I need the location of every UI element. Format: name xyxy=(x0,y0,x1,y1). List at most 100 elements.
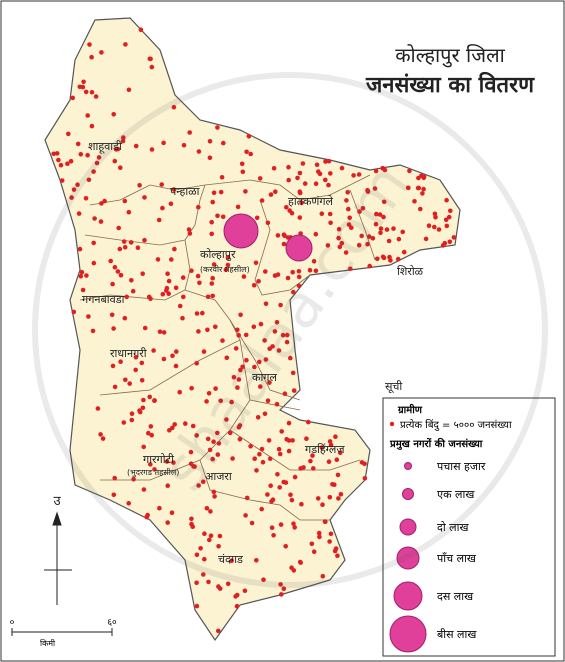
rural-dot xyxy=(258,384,263,389)
rural-dot xyxy=(121,135,126,140)
rural-dot xyxy=(298,560,304,565)
rural-dot xyxy=(267,380,272,385)
rural-dot xyxy=(378,230,383,236)
rural-dot xyxy=(339,240,345,246)
rural-dot xyxy=(281,586,287,591)
taluka-label: शिरोळ xyxy=(397,265,424,278)
rural-dot xyxy=(237,436,243,442)
taluka-label: शाहूवाडी xyxy=(88,140,122,154)
rural-dot xyxy=(165,271,170,277)
rural-dot xyxy=(362,476,368,481)
rural-dot xyxy=(112,384,118,390)
rural-dot xyxy=(327,494,333,500)
rural-dot xyxy=(216,628,221,634)
rural-dot xyxy=(78,152,84,157)
rural-dot xyxy=(133,355,139,360)
rural-dot xyxy=(66,131,71,137)
rural-dot xyxy=(149,147,155,152)
map-subtitle: जनसंख्या का वितरण xyxy=(365,71,535,98)
rural-dot xyxy=(359,233,365,239)
rural-dot xyxy=(129,411,135,417)
rural-dot xyxy=(291,289,296,295)
rural-dot xyxy=(356,242,362,248)
rural-dot xyxy=(118,272,124,278)
rural-dot xyxy=(186,227,192,232)
rural-dot xyxy=(133,143,139,149)
rural-dot xyxy=(249,520,255,526)
legend-rural: ग्रामीण xyxy=(397,403,423,416)
rural-dot xyxy=(127,381,132,386)
taluka-label: गगनबावडा xyxy=(82,293,125,306)
rural-dot xyxy=(196,204,201,210)
rural-dot xyxy=(168,201,174,207)
rural-dot xyxy=(77,84,83,90)
rural-dot xyxy=(272,329,278,334)
rural-dot xyxy=(116,225,121,231)
taluka-label: गडहिंग्लज xyxy=(305,443,345,456)
rural-dot xyxy=(299,200,304,206)
legend-bubble xyxy=(396,546,420,570)
rural-dot xyxy=(155,257,161,262)
rural-dot xyxy=(259,198,265,203)
rural-dot xyxy=(213,324,218,330)
rural-dot xyxy=(196,329,201,334)
legend-urban: प्रमुख नगरों की जनसंख्या xyxy=(389,437,483,450)
rural-dot xyxy=(210,293,215,299)
rural-dot xyxy=(111,492,117,498)
rural-dot xyxy=(290,269,296,275)
rural-dot xyxy=(257,176,263,181)
rural-dot xyxy=(85,113,90,118)
rural-dot xyxy=(206,579,211,585)
rural-dot xyxy=(380,165,385,171)
rural-dot xyxy=(271,166,277,171)
rural-dot xyxy=(451,235,457,240)
rural-dot xyxy=(188,449,194,455)
rural-dot xyxy=(218,398,223,404)
rural-dot xyxy=(406,185,411,191)
rural-dot xyxy=(112,158,118,164)
rural-dot xyxy=(81,79,86,85)
rural-dot xyxy=(396,236,402,242)
scale-label: ० xyxy=(10,618,15,628)
rural-dot xyxy=(447,239,453,245)
rural-dot xyxy=(194,433,199,438)
rural-dot xyxy=(262,338,267,343)
rural-dot xyxy=(242,588,248,594)
rural-dot xyxy=(187,231,193,236)
rural-dot xyxy=(118,359,123,365)
rural-dot xyxy=(195,273,201,279)
rural-dot xyxy=(202,531,207,536)
rural-dot xyxy=(224,355,230,361)
rural-dot xyxy=(311,259,317,264)
rural-dot xyxy=(197,280,202,286)
rural-dot xyxy=(239,161,245,167)
rural-dot xyxy=(278,522,284,527)
rural-dot xyxy=(77,246,83,252)
legend-size-label: पचास हजार xyxy=(437,460,486,473)
rural-dot xyxy=(98,219,104,224)
rural-dot xyxy=(90,328,96,334)
rural-dot xyxy=(281,232,287,237)
rural-dot xyxy=(288,492,293,498)
legend-bubble xyxy=(399,518,417,536)
rural-dot xyxy=(254,215,260,221)
rural-dot xyxy=(115,269,121,274)
taluka-label: पन्हाळा xyxy=(170,185,200,198)
rural-dot xyxy=(327,211,333,217)
rural-dot xyxy=(306,419,311,425)
rural-dot xyxy=(180,275,186,280)
taluka-note: (भुदरगड तहसील) xyxy=(127,467,179,478)
rural-dot xyxy=(236,377,242,382)
rural-dot xyxy=(213,386,218,391)
rural-dot xyxy=(314,162,320,168)
rural-dot xyxy=(283,544,289,549)
rural-dot xyxy=(95,406,101,411)
rural-dot xyxy=(236,333,241,338)
rural-dot xyxy=(157,505,162,511)
rural-dot xyxy=(123,42,128,47)
rural-dot xyxy=(51,151,56,157)
rural-dot xyxy=(207,139,213,144)
rural-dot xyxy=(334,457,340,463)
rural-dot xyxy=(276,446,282,452)
rural-dot xyxy=(180,315,185,321)
